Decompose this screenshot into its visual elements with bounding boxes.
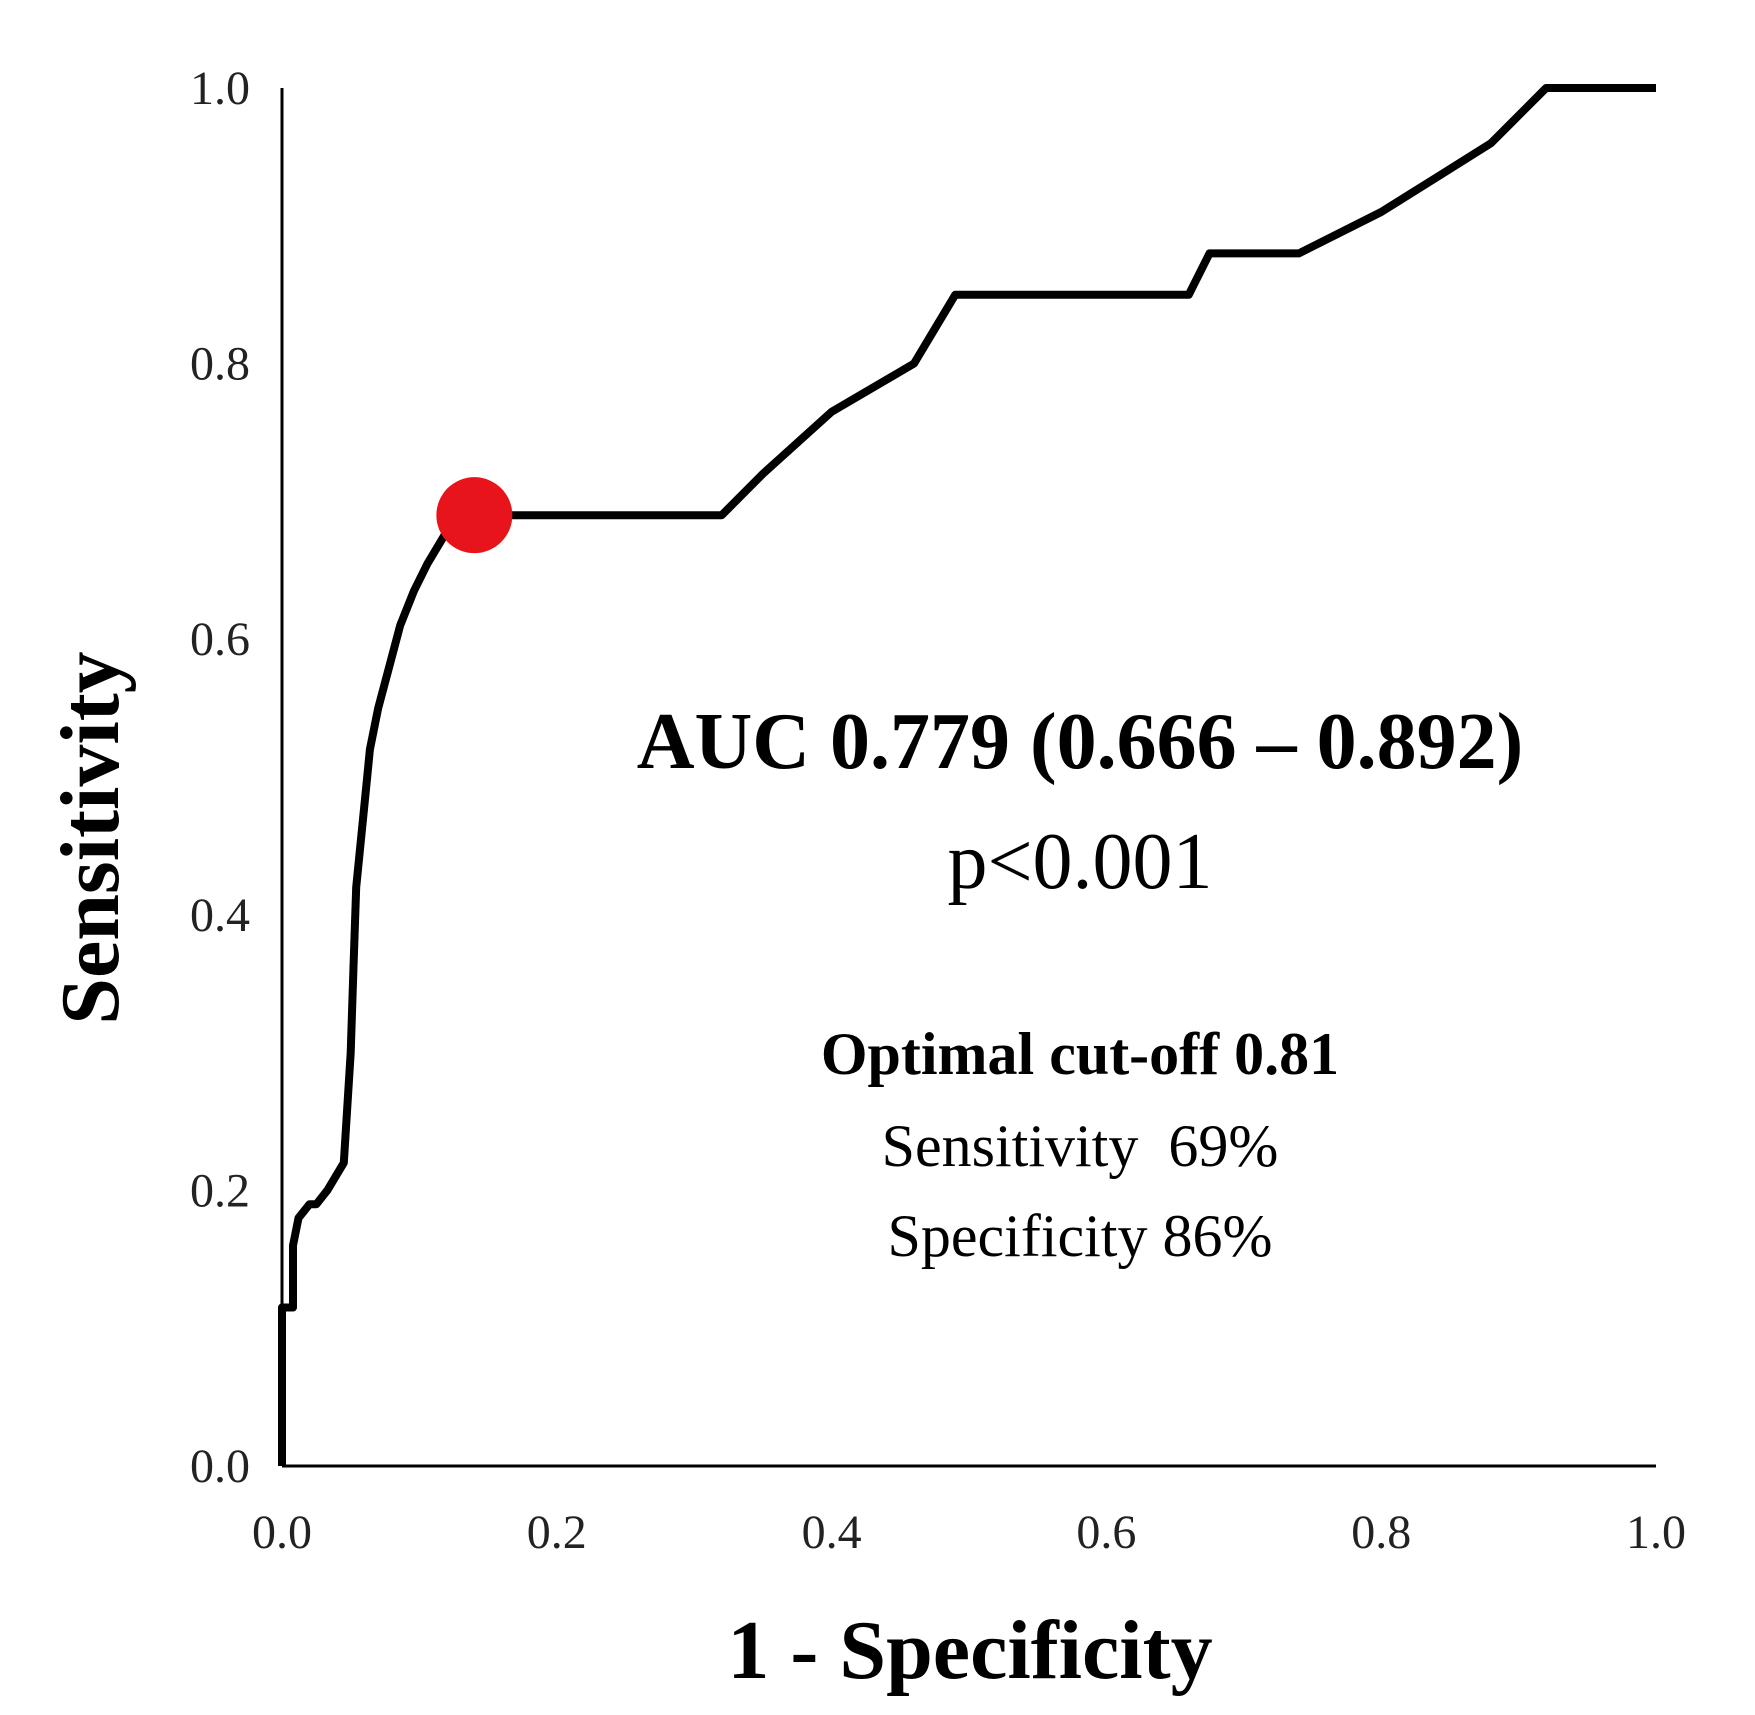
y-axis-title: Sensitivity xyxy=(44,651,137,1024)
x-axis-title: 1 - Specificity xyxy=(727,1604,1212,1697)
auc-label: AUC 0.779 (0.666 – 0.892) xyxy=(637,698,1524,786)
x-tick-label: 1.0 xyxy=(1626,1506,1686,1559)
cutoff-title: Optimal cut-off 0.81 xyxy=(821,1021,1339,1087)
y-tick-label: 0.4 xyxy=(190,889,250,942)
p-value-label: p<0.001 xyxy=(947,818,1212,906)
x-tick-labels: 0.0 0.2 0.4 0.6 0.8 1.0 xyxy=(252,1506,1686,1559)
specificity-label: Specificity 86% xyxy=(888,1203,1273,1269)
y-tick-label: 0.6 xyxy=(190,613,250,666)
y-tick-label: 1.0 xyxy=(190,62,250,115)
axes xyxy=(280,88,1656,1468)
y-tick-label: 0.8 xyxy=(190,338,250,391)
x-tick-label: 0.6 xyxy=(1076,1506,1136,1559)
sensitivity-label: Sensitivity 69% xyxy=(882,1113,1279,1179)
x-tick-label: 0.8 xyxy=(1351,1506,1411,1559)
y-tick-label: 0.0 xyxy=(190,1440,250,1493)
x-tick-label: 0.4 xyxy=(802,1506,862,1559)
roc-curve-line xyxy=(278,84,1656,1466)
x-tick-label: 0.0 xyxy=(252,1506,312,1559)
y-tick-label: 0.2 xyxy=(190,1164,250,1217)
y-tick-labels: 0.0 0.2 0.4 0.6 0.8 1.0 xyxy=(190,62,250,1493)
x-tick-label: 0.2 xyxy=(527,1506,587,1559)
optimal-cutoff-point xyxy=(436,477,513,554)
